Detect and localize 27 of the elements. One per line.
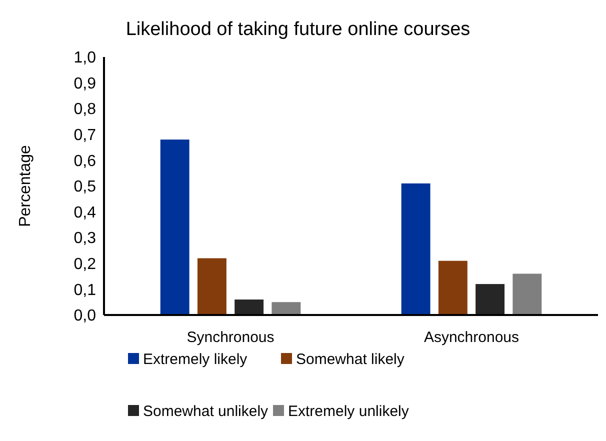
legend-label: Somewhat likely [296,351,405,368]
y-tick-label: 0,2 [74,256,96,273]
y-axis-title: Percentage [17,144,34,227]
bar [234,300,264,315]
y-tick-label: 0,7 [74,127,96,144]
x-tick-label: Synchronous [186,329,274,346]
y-tick-label: 0,9 [74,75,96,92]
y-tick-label: 0,3 [74,230,96,248]
legend-label: Extremely likely [143,351,248,368]
bar [476,284,505,315]
bar [160,140,190,315]
y-tick-label: 0,1 [74,282,96,299]
y-tick-label: 0,6 [74,152,96,170]
bar [197,258,226,315]
bar [512,274,542,315]
bar [401,183,430,315]
chart-title: Likelihood of taking future online courses [126,19,470,40]
bar [272,302,301,315]
y-tick-label: 0,0 [74,308,96,325]
y-tick-label: 1,0 [74,50,96,67]
bar [438,260,468,315]
y-tick-label: 0,4 [74,204,96,222]
y-tick-label: 0,8 [74,101,96,118]
legend-label: Somewhat unlikely [143,403,269,420]
x-tick-label: Asynchronous [424,329,520,346]
y-tick-label: 0,5 [74,178,96,196]
legend-label: Extremely unlikely [288,403,410,420]
